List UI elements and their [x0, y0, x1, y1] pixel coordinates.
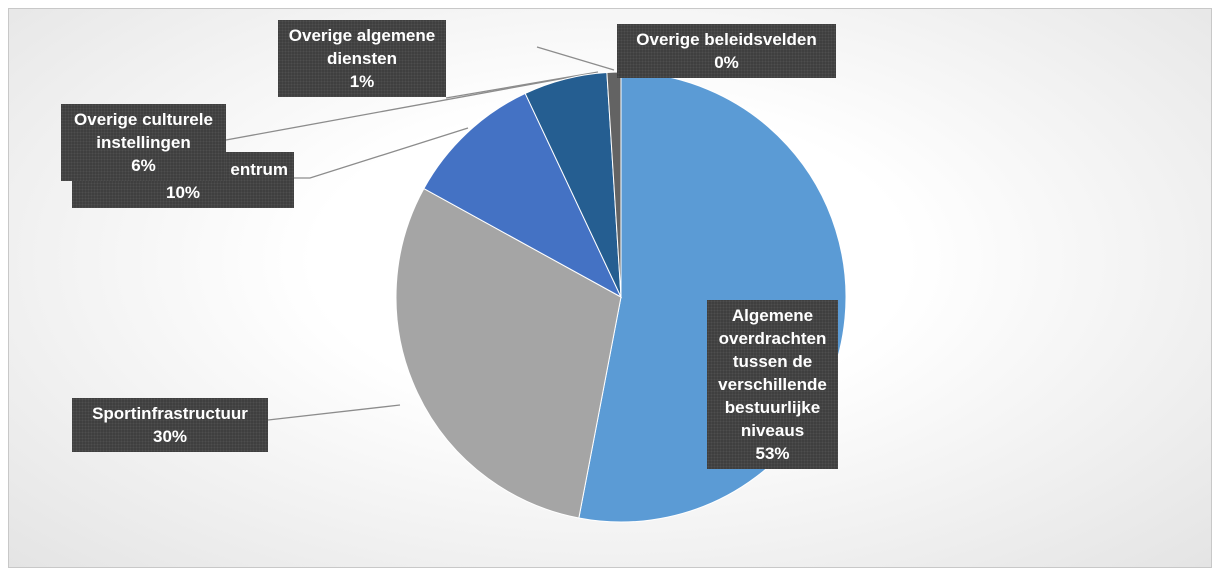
- leader-line: [294, 127, 469, 179]
- pie-slice: [395, 187, 622, 519]
- leader-line: [445, 71, 599, 99]
- leader-lines: [225, 46, 615, 421]
- label-name: Overige beleidsvelden: [636, 30, 817, 49]
- data-label: Algemene overdrachten tussen de verschil…: [707, 300, 838, 469]
- leader-line: [267, 404, 401, 421]
- label-name: Overige culturele instellingen: [74, 110, 213, 152]
- leader-line: [225, 74, 583, 141]
- data-label: Overige beleidsvelden 0%: [617, 24, 836, 78]
- label-value: 53%: [755, 444, 790, 463]
- label-value: 1%: [349, 72, 375, 91]
- label-value: 10%: [165, 183, 201, 202]
- data-label: Overige algemene diensten 1%: [278, 20, 446, 97]
- label-name: Algemene overdrachten tussen de verschil…: [718, 306, 827, 440]
- label-name: Overige algemene diensten: [288, 26, 436, 68]
- label-value: 0%: [714, 53, 739, 72]
- pie-slice: [423, 92, 623, 299]
- label-name: entrum: [230, 160, 288, 179]
- data-label: Sportinfrastructuur 30%: [72, 398, 268, 452]
- label-value: 30%: [152, 427, 188, 446]
- label-value: 6%: [131, 156, 156, 175]
- leader-line: [536, 46, 615, 71]
- data-label: Overige culturele instellingen 6%: [61, 104, 226, 181]
- label-name: Sportinfrastructuur: [92, 404, 248, 423]
